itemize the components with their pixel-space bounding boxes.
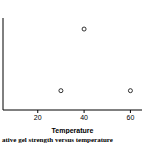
svg-text:40: 40 [80,114,88,121]
svg-text:Temperature: Temperature [52,127,94,134]
html-text:ative gel strength versus temp: ative gel strength versus temperature [2,136,113,144]
svg-text:20: 20 [34,114,42,121]
svg-text:60: 60 [127,114,135,121]
